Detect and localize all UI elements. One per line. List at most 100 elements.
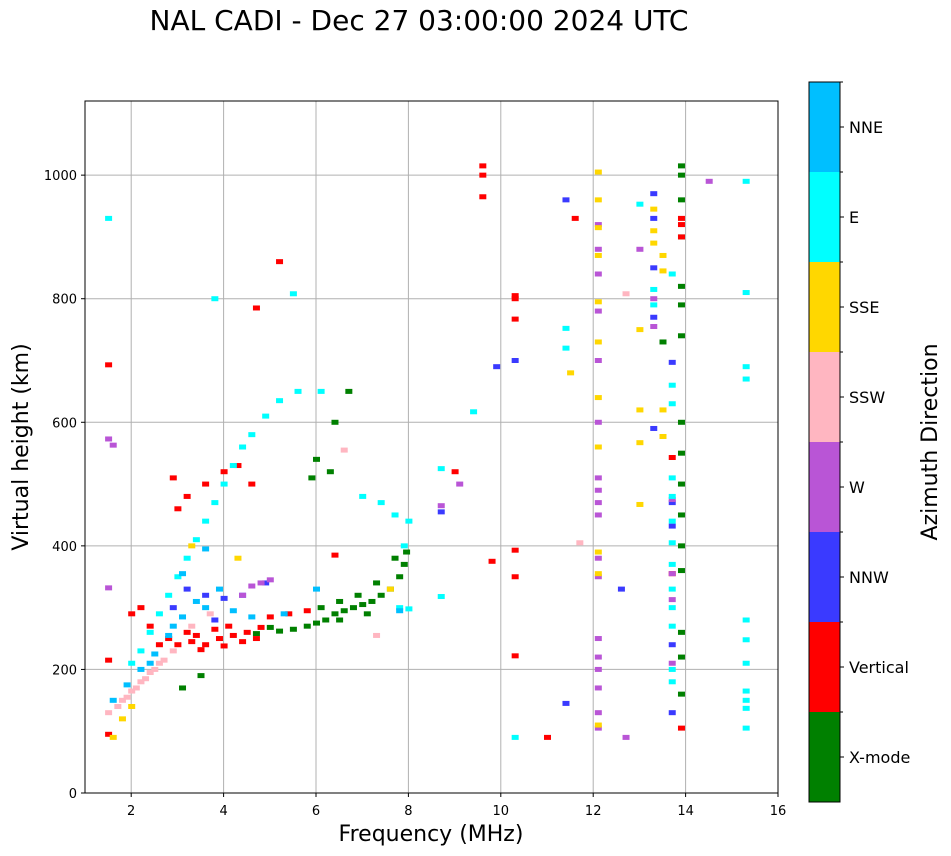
echo-vertical-53 [248, 481, 256, 487]
echo-e-44 [668, 561, 676, 567]
echo-w-35 [109, 442, 117, 448]
echo-sse-20 [650, 240, 658, 246]
echo-x-mode-8 [377, 592, 385, 598]
echo-vertical-32 [276, 259, 284, 265]
echo-x-mode-24 [308, 475, 316, 481]
echo-e-28 [437, 466, 445, 472]
echo-ssw-9 [137, 679, 145, 685]
echo-ssw-11 [155, 660, 163, 666]
echo-e-25 [400, 543, 408, 549]
colorbar-label-ssw: SSW [849, 388, 885, 407]
echo-w-21 [594, 487, 602, 493]
echo-vertical-41 [511, 653, 519, 659]
x-tick-label-0: 2 [127, 804, 135, 819]
echo-vertical-11 [165, 636, 173, 642]
echo-vertical-7 [192, 632, 200, 638]
y-tick-label-1: 200 [52, 663, 77, 678]
echo-nnw-5 [169, 605, 177, 611]
echo-ssw-12 [169, 648, 177, 654]
echo-sse-27 [234, 555, 242, 561]
echo-e-23 [391, 512, 399, 518]
echo-w-6 [636, 246, 644, 252]
echo-sse-10 [594, 444, 602, 450]
echo-sse-8 [594, 339, 602, 345]
x-tick-label-6: 14 [677, 804, 694, 819]
echo-vertical-14 [220, 643, 228, 649]
echo-x-mode-25 [197, 673, 205, 679]
y-tick-label-2: 400 [52, 540, 77, 555]
echo-e-26 [396, 605, 404, 611]
echo-sse-1 [118, 716, 126, 722]
echo-nnw-9 [650, 314, 658, 320]
echo-x-mode-42 [677, 163, 685, 169]
echo-w-18 [594, 358, 602, 363]
echo-nne-10 [146, 660, 154, 666]
echo-nne-5 [179, 614, 187, 620]
echo-e-10 [192, 537, 200, 543]
echo-sse-25 [567, 370, 575, 376]
x-tick-label-7: 16 [770, 804, 787, 819]
echo-x-mode-4 [340, 608, 348, 614]
echo-vertical-42 [544, 734, 551, 740]
echo-vertical-46 [677, 234, 685, 240]
echo-w-10 [668, 571, 676, 577]
echo-e-30 [470, 409, 478, 415]
echo-vertical-36 [511, 293, 519, 299]
y-tick-label-0: 0 [69, 787, 77, 802]
echo-e-49 [668, 679, 676, 685]
echo-nnw-11 [668, 359, 676, 365]
y-tick-label-4: 800 [52, 293, 77, 308]
echo-x-mode-44 [336, 617, 344, 623]
echo-e-60 [742, 725, 750, 731]
echo-w-16 [594, 271, 602, 277]
echo-e-48 [668, 666, 676, 672]
echo-nne-4 [165, 632, 173, 638]
colorbar-swatch-ssw [809, 352, 840, 442]
echo-nnw-22 [211, 617, 219, 623]
echo-x-mode-0 [303, 623, 311, 629]
echo-nne-11 [229, 608, 237, 614]
echo-vertical-10 [183, 629, 191, 635]
echo-vertical-34 [479, 172, 487, 178]
echo-x-mode-11 [400, 561, 408, 567]
echo-w-8 [650, 324, 658, 330]
echo-e-39 [668, 401, 676, 407]
echo-x-mode-2 [322, 617, 330, 623]
echo-x-mode-31 [677, 543, 685, 549]
echo-w-0 [257, 580, 265, 586]
echo-vertical-28 [105, 731, 113, 737]
echo-ssw-17 [373, 632, 381, 638]
echo-e-12 [211, 500, 219, 506]
echo-x-mode-36 [677, 333, 685, 339]
echo-x-mode-13 [276, 628, 284, 634]
echo-nnw-19 [493, 364, 501, 370]
echo-e-29 [437, 594, 445, 600]
echo-w-20 [594, 475, 602, 481]
echo-e-7 [165, 592, 173, 598]
echo-sse-3 [594, 169, 602, 175]
x-tick-label-3: 8 [404, 804, 412, 819]
echo-vertical-47 [668, 455, 676, 461]
echo-x-mode-43 [659, 339, 667, 345]
echo-e-59 [742, 705, 750, 711]
echo-x-mode-17 [373, 580, 381, 586]
echo-w-33 [105, 585, 113, 591]
echo-vertical-20 [183, 493, 191, 499]
echo-nnw-4 [262, 580, 270, 586]
echo-e-19 [294, 388, 302, 394]
echo-nnw-17 [562, 700, 570, 706]
colorbar-label-x-mode: X-mode [849, 748, 910, 767]
echo-nnw-1 [202, 592, 210, 598]
x-ticks: 2 4 6 8 10 12 14 16 [127, 793, 786, 819]
echo-e-33 [562, 345, 570, 351]
echo-w-25 [594, 574, 602, 580]
colorbar-swatch-x-mode [809, 712, 840, 802]
echo-x-mode-3 [331, 611, 339, 617]
y-tick-label-3: 600 [52, 416, 77, 431]
echo-vertical-6 [257, 624, 265, 630]
echo-x-mode-32 [677, 568, 685, 574]
echo-sse-24 [659, 433, 667, 439]
echo-e-24 [405, 518, 413, 524]
echo-x-mode-40 [677, 197, 685, 203]
